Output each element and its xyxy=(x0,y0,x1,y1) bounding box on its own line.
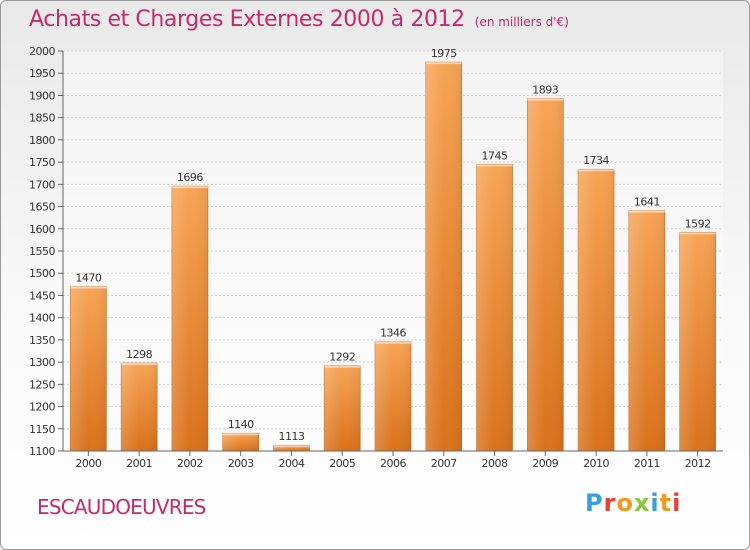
x-tick-label: 2010 xyxy=(583,457,609,470)
bar-top-highlight xyxy=(121,363,158,365)
x-tick-label: 2004 xyxy=(278,457,304,470)
y-tick-label: 1150 xyxy=(29,423,55,436)
x-tick-label: 2007 xyxy=(431,457,457,470)
logo-letter: x xyxy=(633,489,651,517)
x-tick-label: 2009 xyxy=(532,457,558,470)
y-tick-label: 1200 xyxy=(29,401,55,414)
y-tick-label: 1750 xyxy=(29,156,55,169)
y-tick-label: 1100 xyxy=(29,445,55,458)
y-tick-label: 1650 xyxy=(29,201,55,214)
logo-letter: o xyxy=(616,489,634,517)
y-tick-label: 1300 xyxy=(29,356,55,369)
bar-value-label: 1292 xyxy=(329,351,355,364)
bar-top-highlight xyxy=(171,186,208,189)
y-tick-label: 1550 xyxy=(29,245,55,258)
bar-shade xyxy=(273,445,310,451)
y-tick-label: 1450 xyxy=(29,289,55,302)
bar-shade xyxy=(324,365,361,451)
bar-value-label: 1346 xyxy=(380,327,406,340)
bar-shade xyxy=(121,363,158,451)
logo-letter: P xyxy=(585,489,604,517)
x-tick-label: 2000 xyxy=(75,457,101,470)
y-tick-label: 1400 xyxy=(29,312,55,325)
logo-letter: i xyxy=(672,489,682,517)
bar-top-highlight xyxy=(375,341,411,344)
bar-top-highlight xyxy=(679,232,716,235)
bar-value-label: 1470 xyxy=(75,272,101,285)
bar-value-label: 1641 xyxy=(634,196,660,209)
x-axis: 2000 2001 2002 2003 2004 2005 2006 2007 2008 2009… xyxy=(63,450,723,470)
y-tick-label: 1700 xyxy=(29,178,55,191)
x-tick-label: 2012 xyxy=(685,457,711,470)
logo-letter: i xyxy=(650,489,660,517)
y-tick-label: 1600 xyxy=(29,223,55,236)
bar-value-label: 1140 xyxy=(228,418,254,431)
x-tick-label: 2001 xyxy=(126,457,152,470)
bar-value-label: 1696 xyxy=(177,171,203,184)
bar-value-label: 1893 xyxy=(532,84,558,97)
y-tick-label: 1800 xyxy=(29,134,55,147)
bar-top-highlight xyxy=(476,164,513,167)
bar-shade xyxy=(171,186,208,451)
bar-value-label: 1298 xyxy=(126,348,152,361)
bar-shade xyxy=(679,232,716,451)
bar-shade xyxy=(527,98,564,452)
proxiti-logo[interactable]: Proxiti xyxy=(585,489,681,517)
y-tick-label: 1500 xyxy=(29,267,55,280)
bar-top-highlight xyxy=(578,169,615,172)
x-tick-label: 2002 xyxy=(177,457,203,470)
logo-letter: t xyxy=(659,489,673,517)
commune-name: ESCAUDOEUVRES xyxy=(37,495,206,519)
bar-value-label: 1745 xyxy=(482,149,508,162)
bar-shade xyxy=(425,62,462,451)
x-tick-label: 2006 xyxy=(380,457,406,470)
bar-top-highlight xyxy=(70,286,107,289)
bar-shade xyxy=(222,433,259,451)
bar-shade xyxy=(476,164,513,452)
bar-value-label: 1975 xyxy=(431,47,457,60)
y-tick-label: 1950 xyxy=(29,67,55,80)
bar-value-label: 1734 xyxy=(583,154,609,167)
bar-value-label: 1113 xyxy=(278,430,304,443)
y-tick-label: 1350 xyxy=(29,334,55,347)
y-tick-label: 1900 xyxy=(29,89,55,102)
chart-title: Achats et Charges Externes 2000 à 2012 (e… xyxy=(29,7,569,32)
bar-top-highlight xyxy=(628,210,665,213)
bar-top-highlight xyxy=(324,365,361,368)
bar-top-highlight xyxy=(425,62,462,65)
bar-top-highlight xyxy=(527,98,564,101)
bar-shade xyxy=(70,286,107,451)
bar-shade xyxy=(578,169,615,451)
y-tick-label: 1850 xyxy=(29,112,55,125)
x-tick-label: 2005 xyxy=(329,457,355,470)
chart-title-unit: (en milliers d'€) xyxy=(474,15,569,29)
y-tick-label: 1250 xyxy=(29,378,55,391)
bar-value-label: 1592 xyxy=(685,217,711,230)
bar-shade xyxy=(628,210,665,451)
bar-top-highlight xyxy=(273,445,310,448)
y-tick-label: 2000 xyxy=(29,45,55,58)
bars: 1470 1298 1696 1140 1113 1292 1346 1975 1745 1893… xyxy=(70,47,716,452)
logo-letter: r xyxy=(603,489,617,517)
bar-shade xyxy=(375,341,411,451)
y-axis: 1100 1150 1200 1250 1300 1350 1400 1450 1500 1550… xyxy=(29,45,64,458)
x-tick-label: 2011 xyxy=(634,457,660,470)
x-tick-label: 2003 xyxy=(228,457,254,470)
bar-top-highlight xyxy=(222,433,259,436)
chart-title-main: Achats et Charges Externes 2000 à 2012 xyxy=(29,7,465,32)
x-tick-label: 2008 xyxy=(482,457,508,470)
